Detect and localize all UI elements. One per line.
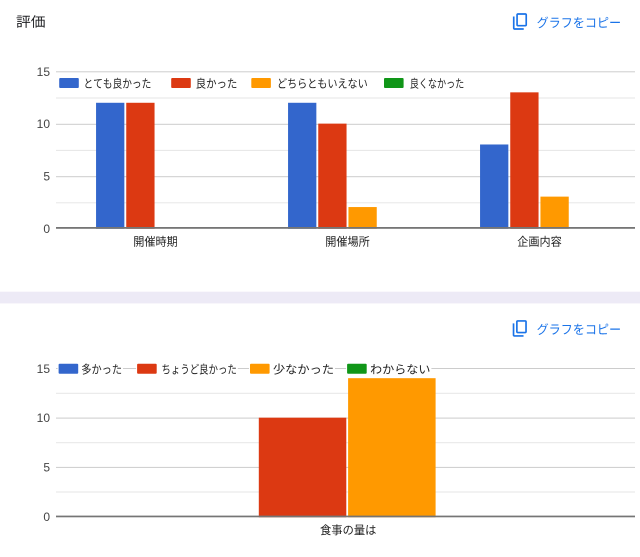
- svg-text:10: 10: [37, 411, 51, 425]
- svg-text:0: 0: [43, 510, 50, 524]
- svg-text:10: 10: [37, 117, 51, 131]
- svg-text:5: 5: [43, 170, 50, 184]
- svg-text:15: 15: [37, 65, 51, 79]
- svg-text:15: 15: [37, 362, 51, 376]
- svg-text:5: 5: [43, 461, 50, 475]
- svg-text:0: 0: [43, 222, 50, 236]
